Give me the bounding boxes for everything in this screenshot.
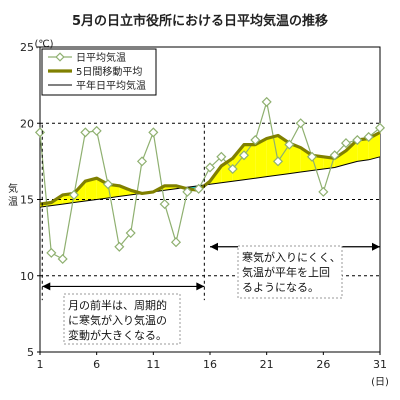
daily-temperature-point [182, 186, 193, 197]
y-tick-label: 20 [20, 117, 34, 130]
daily-temperature-point [204, 162, 216, 173]
deviation-fill [368, 132, 380, 160]
x-tick-label: 1 [37, 358, 44, 371]
deviation-fill [244, 144, 256, 180]
annotation-variable-box [63, 293, 181, 345]
annotation-variable-line: 変動が大きくなる。 [68, 328, 167, 342]
moving-average-line [39, 130, 381, 206]
annotation-warm-line: るようになる。 [242, 281, 319, 294]
legend-label: 日平均気温 [76, 51, 126, 64]
x-tick-label: 26 [316, 358, 330, 371]
x-tick-label: 21 [260, 358, 274, 371]
first-half-arrow-head-right [196, 282, 205, 291]
daily-temperature-point [91, 125, 102, 136]
daily-temperature-point [272, 156, 284, 167]
daily-temperature-point [125, 228, 136, 239]
annotation-variable-line: 月の前半は、周期的 [68, 298, 167, 312]
daily-temperature-point [148, 127, 159, 138]
annotation-warm-line: 気温が平年を上回 [242, 265, 330, 279]
daily-temperature-point [284, 139, 295, 150]
annotation-variable-line: に寒気が入り気温の [68, 313, 167, 327]
daily-temperature-point [102, 179, 114, 190]
daily-temperature-point [68, 189, 80, 200]
deviation-fill [334, 150, 346, 168]
y-axis-label: 温 [8, 196, 18, 208]
daily-temperature-point [250, 134, 261, 146]
first-half-arrow-head-left [42, 282, 51, 291]
deviation-fill [255, 138, 267, 179]
second-half-arrow-head-left [210, 242, 218, 251]
deviation-fill [357, 138, 369, 162]
daily-temperature-point [34, 127, 46, 138]
x-tick-label: 31 [373, 358, 387, 371]
daily-temperature-point [114, 241, 125, 252]
deviation-fill [108, 184, 120, 198]
deviation-fill [266, 135, 278, 177]
deviation-fill [289, 143, 301, 174]
daily-temperature-point [193, 183, 204, 194]
legend-daily-marker [55, 52, 65, 62]
daily-temperature-point [306, 151, 318, 162]
daily-temperature-point [227, 163, 238, 175]
daily-temperature-point [136, 156, 148, 167]
chart-title: 5月の日立市役所における日平均気温の推移 [72, 13, 328, 29]
y-tick-label: 10 [20, 270, 34, 283]
daily-temperature-point [363, 131, 374, 143]
x-tick-label: 11 [146, 358, 160, 371]
daily-temperature-point [295, 118, 306, 129]
legend-label: 平年日平均気温 [76, 79, 146, 92]
y-unit-label: (℃) [34, 39, 53, 50]
daily-temperature-point [261, 96, 272, 107]
daily-temperature-point [374, 122, 386, 133]
x-unit-label: (日) [371, 377, 389, 388]
daily-temperature-point [57, 253, 68, 265]
daily-temperature-point [216, 151, 227, 162]
daily-temperature-point [340, 138, 352, 149]
annotation-warm-line: 寒気が入りにくく、 [242, 250, 341, 264]
x-tick-label: 16 [203, 358, 217, 371]
annotation-warm-box [237, 245, 343, 299]
y-axis-label: 気 [8, 182, 18, 195]
daily-temperature-point [238, 150, 250, 161]
daily-temperature-point [170, 237, 182, 248]
y-tick-label: 15 [20, 194, 34, 207]
daily-temperature-point [80, 127, 91, 138]
second-half-arrow-head-right [372, 242, 380, 251]
normal-temperature-line [39, 156, 381, 208]
legend-label: 5日間移動平均 [76, 65, 142, 78]
daily-temperature-point [352, 134, 363, 146]
daily-temperature-point [318, 186, 329, 197]
daily-temperature-point [329, 150, 340, 161]
deviation-fill [85, 178, 97, 201]
x-tick-label: 6 [93, 358, 100, 371]
deviation-fill [346, 140, 358, 165]
y-tick-label: 25 [20, 41, 34, 54]
daily-temperature-point [159, 199, 170, 210]
daily-temperature-point [46, 247, 57, 258]
y-tick-label: 5 [27, 346, 34, 359]
